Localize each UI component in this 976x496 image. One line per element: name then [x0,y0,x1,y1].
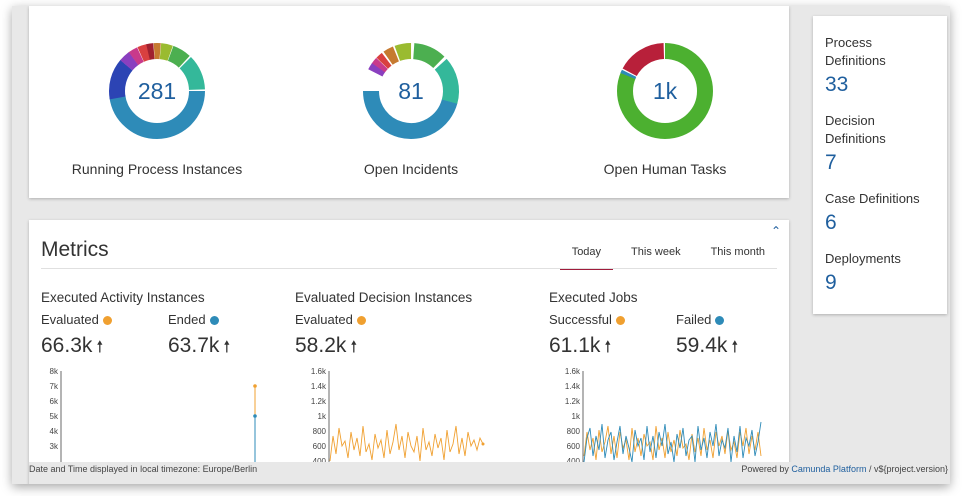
orange-dot-icon [102,316,112,326]
open-incidents-label[interactable]: Open Incidents [363,161,459,177]
executed-jobs-chart[interactable]: 1.6k 1.4k 1.2k 1k 800 600 400 [549,366,789,466]
chevron-up-icon[interactable]: ⌃ [770,224,781,238]
svg-text:5k: 5k [50,412,59,421]
decision-instances-column: Evaluated Decision Instances Evaluated 5… [295,290,535,466]
open-incidents-count: 81 [398,77,424,104]
deployments-item[interactable]: Deployments 9 [825,250,947,296]
svg-text:1.4k: 1.4k [565,382,581,391]
blue-dot-icon [209,316,219,326]
app-frame: 281 Running Process Instances 81 Open In… [12,6,950,484]
tab-today[interactable]: Today [559,243,614,270]
open-incidents-donut-chart [363,42,459,139]
activity-instances-chart[interactable]: 8k 7k 6k 5k 4k 3k [41,366,281,466]
open-human-tasks-donut-chart [617,42,713,140]
jobs-failed-value: 59.4k 🠕 [676,334,739,357]
case-definitions-count[interactable]: 6 [825,211,837,234]
svg-text:1.4k: 1.4k [311,382,327,391]
open-human-tasks-count: 1k [652,77,678,104]
arrow-up-icon: 🠕 [350,339,358,356]
orange-dot-icon [356,316,366,326]
jobs-successful-value: 61.1k 🠕 [549,334,612,357]
activity-ended-legend: Ended [168,312,219,327]
orange-dot-icon [615,316,625,326]
svg-text:8k: 8k [50,367,59,376]
executed-jobs-column: Executed Jobs Successful Failed 61.1k 🠕 5… [549,290,789,466]
decision-instances-title: Evaluated Decision Instances [295,290,473,305]
deployments-label: Deployments [825,251,901,266]
arrow-up-icon: 🠕 [731,339,739,356]
svg-text:1.6k: 1.6k [565,367,581,376]
svg-text:400: 400 [567,457,581,466]
svg-text:400: 400 [313,457,327,466]
case-definitions-item[interactable]: Case Definitions 6 [825,190,947,236]
executed-jobs-title: Executed Jobs [549,290,638,305]
activity-instances-title: Executed Activity Instances [41,290,205,305]
camunda-platform-link[interactable]: Camunda Platform [791,464,867,474]
y-axis-ticks: 1.6k 1.4k 1.2k 1k 800 600 400 [311,367,327,466]
metrics-card: ⌃ Metrics Today This week This month Exe… [29,220,789,484]
jobs-failed-label: Failed [676,312,712,327]
running-instances-label[interactable]: Running Process Instances [71,161,243,177]
timezone-note: Date and Time displayed in local timezon… [29,464,258,474]
metrics-title: Metrics [41,238,109,261]
metrics-divider [41,268,777,269]
svg-text:4k: 4k [50,427,59,436]
activity-evaluated-legend: Evaluated [41,312,112,327]
y-axis-ticks: 1.6k 1.4k 1.2k 1k 800 600 400 [565,367,581,466]
activity-ended-value: 63.7k 🠕 [168,334,231,357]
footer: Date and Time displayed in local timezon… [29,462,950,484]
decision-definitions-count[interactable]: 7 [825,151,837,174]
metrics-tabs: Today This week This month [554,243,777,270]
svg-text:600: 600 [313,442,327,451]
jobs-successful-legend: Successful [549,312,625,327]
svg-text:800: 800 [313,427,327,436]
decision-evaluated-legend: Evaluated [295,312,366,327]
running-instances-donut[interactable]: 281 [107,41,207,141]
process-definitions-item[interactable]: Process Definitions 33 [825,34,947,98]
open-human-tasks-donut[interactable]: 1k [615,41,715,141]
tab-this-month[interactable]: This month [710,246,765,258]
activity-evaluated-label: Evaluated [41,312,99,327]
svg-text:1k: 1k [572,412,581,421]
blue-dot-icon [715,316,725,326]
decision-definitions-item[interactable]: Decision Definitions 7 [825,112,947,176]
overview-card: 281 Running Process Instances 81 Open In… [29,6,789,198]
svg-text:6k: 6k [50,397,59,406]
decision-evaluated-label: Evaluated [295,312,353,327]
definitions-sidebar: Process Definitions 33 Decision Definiti… [813,16,947,314]
decision-definitions-label: Decision Definitions [825,113,886,146]
svg-text:7k: 7k [50,382,59,391]
arrow-up-icon: 🠕 [223,339,231,356]
process-definitions-label: Process Definitions [825,35,886,68]
tab-this-week[interactable]: This week [631,246,681,258]
open-incidents-donut[interactable]: 81 [361,41,461,141]
arrow-up-icon: 🠕 [96,339,104,356]
running-instances-count: 281 [137,77,177,104]
running-instances-donut-chart [109,42,205,139]
decision-instances-chart[interactable]: 1.6k 1.4k 1.2k 1k 800 600 400 [295,366,535,466]
svg-text:1k: 1k [318,412,327,421]
y-axis-ticks: 8k 7k 6k 5k 4k 3k [50,367,59,451]
svg-text:1.2k: 1.2k [565,397,581,406]
activity-ended-label: Ended [168,312,206,327]
process-definitions-count[interactable]: 33 [825,73,849,96]
case-definitions-label: Case Definitions [825,191,920,206]
powered-by: Powered by Camunda Platform / v${project… [741,464,948,474]
activity-instances-column: Executed Activity Instances Evaluated En… [41,290,281,466]
arrow-up-icon: 🠕 [604,339,612,356]
svg-text:800: 800 [567,427,581,436]
svg-text:600: 600 [567,442,581,451]
activity-evaluated-value: 66.3k 🠕 [41,334,104,357]
decision-evaluated-value: 58.2k 🠕 [295,334,358,357]
svg-text:3k: 3k [50,442,59,451]
deployments-count[interactable]: 9 [825,271,837,294]
jobs-failed-legend: Failed [676,312,725,327]
jobs-successful-label: Successful [549,312,612,327]
svg-text:1.2k: 1.2k [311,397,327,406]
open-human-tasks-label[interactable]: Open Human Tasks [603,161,727,177]
svg-text:1.6k: 1.6k [311,367,327,376]
